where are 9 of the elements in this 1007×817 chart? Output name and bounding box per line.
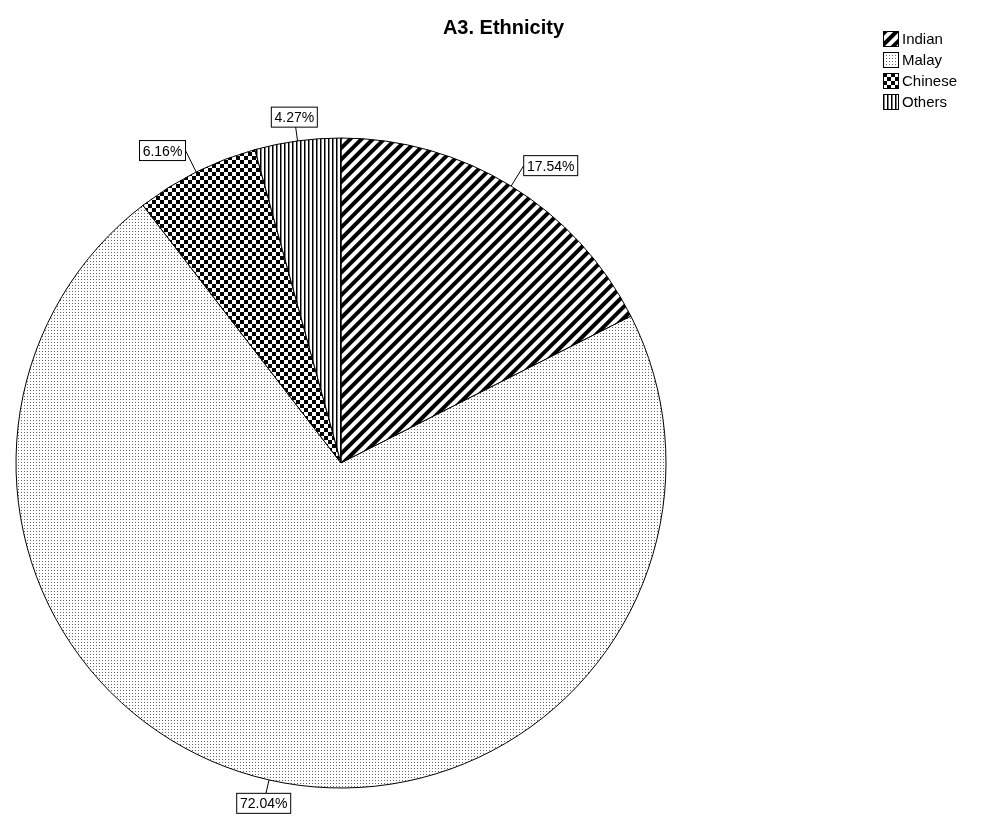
legend-label: Indian <box>902 30 943 47</box>
data-label: 4.27% <box>274 109 315 126</box>
data-label: 17.54% <box>526 157 575 174</box>
data-label: 72.04% <box>239 795 288 812</box>
data-label: 6.16% <box>142 142 183 159</box>
chart-title: A3. Ethnicity <box>442 16 565 38</box>
legend-label: Chinese <box>902 72 958 89</box>
legend-label: Malay <box>902 51 943 68</box>
legend-label: Others <box>902 93 948 110</box>
